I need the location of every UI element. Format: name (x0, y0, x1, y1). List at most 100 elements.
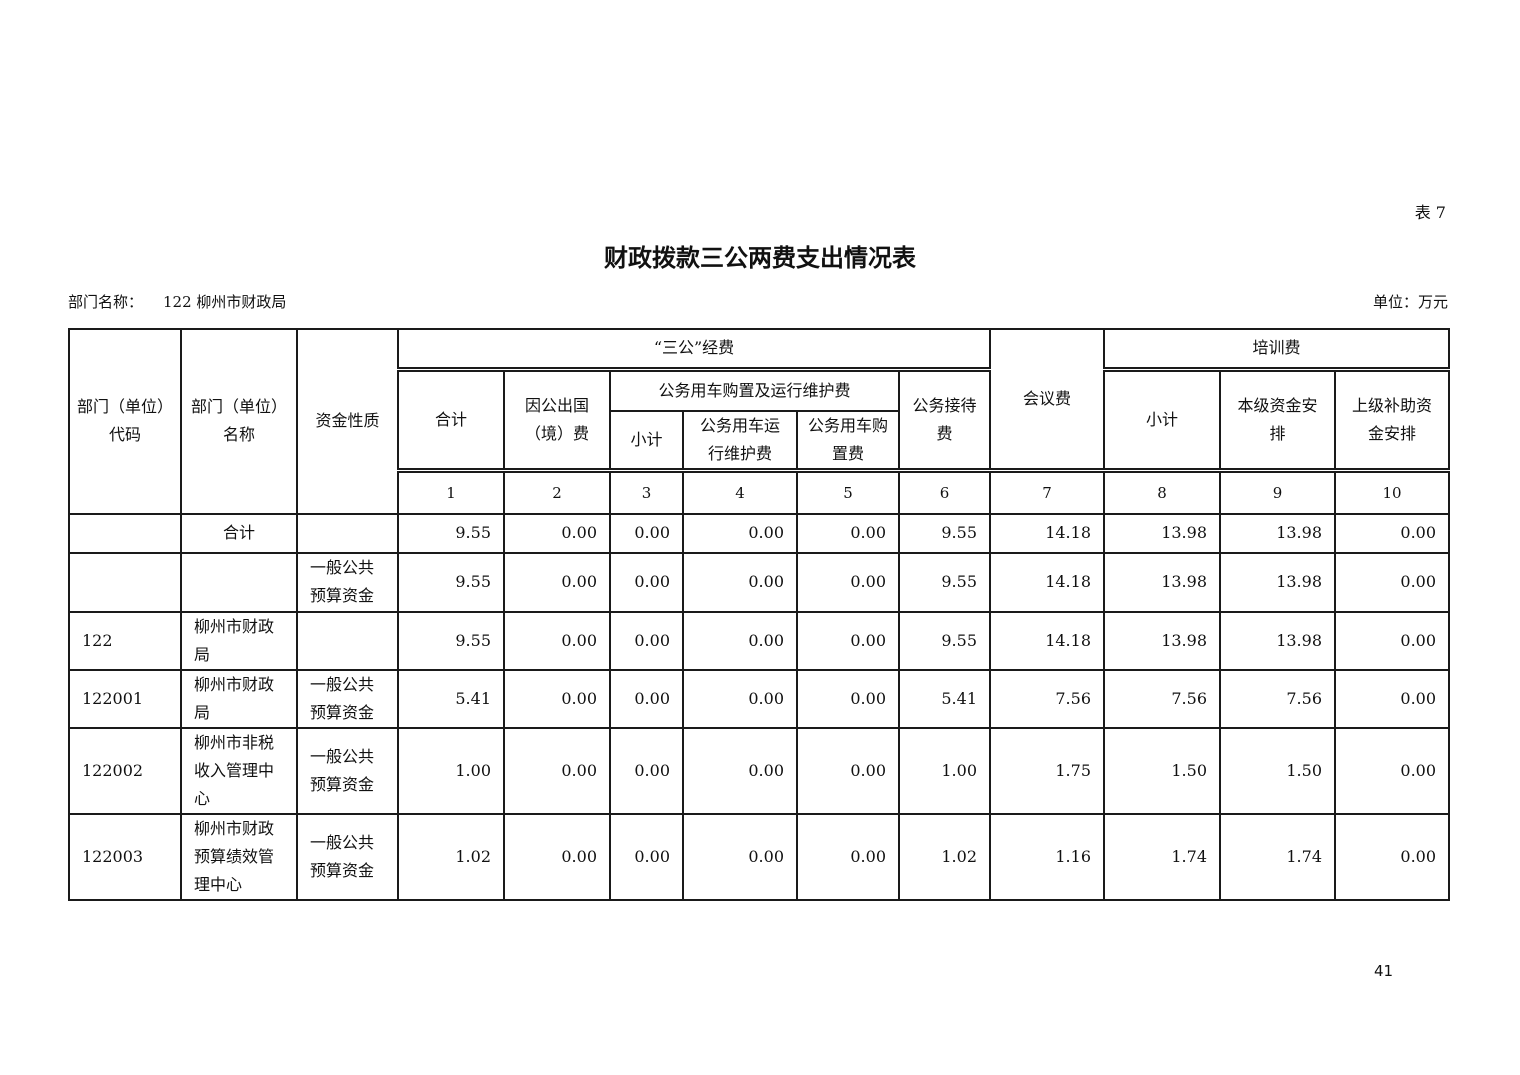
cell-value: 13.98 (1219, 610, 1336, 671)
cell-value: 0.00 (1333, 551, 1451, 613)
cell-fund-nature: 一般公共 预算资金 (296, 812, 399, 901)
cell-value: 0.00 (609, 726, 684, 815)
cell-fund-nature: 一般公共 预算资金 (296, 551, 399, 613)
cell-value: 0.00 (796, 726, 900, 815)
header-dept-name: 部门（单位） 名称 (180, 328, 298, 515)
cell-value: 14.18 (989, 512, 1105, 554)
table-row: 一般公共 预算资金 9.55 0.00 0.00 0.00 0.00 9.55 … (68, 551, 1451, 613)
column-number: 2 (503, 469, 611, 515)
cell-value: 1.50 (1103, 726, 1221, 815)
header-dept-code: 部门（单位） 代码 (68, 328, 182, 515)
cell-value: 13.98 (1103, 610, 1221, 671)
cell-value: 1.02 (397, 812, 505, 901)
cell-value: 0.00 (1333, 512, 1451, 554)
header-reception-fee: 公务接待 费 (898, 368, 991, 473)
header-vehicle-subtotal: 小计 (609, 410, 684, 473)
cell-dept-code (68, 551, 182, 613)
cell-value: 0.00 (609, 610, 684, 671)
table-row: 合计 9.55 0.00 0.00 0.00 0.00 9.55 14.18 1… (68, 512, 1451, 554)
cell-value: 1.50 (1219, 726, 1336, 815)
table-row: 122002 柳州市非税 收入管理中 心 一般公共 预算资金 1.00 0.00… (68, 726, 1451, 815)
cell-value: 0.00 (682, 551, 798, 613)
cell-value: 0.00 (503, 610, 611, 671)
header-row-2: 合计 因公出国 （境）费 公务用车购置及运行维护费 公务接待 费 小计 本级资金… (69, 368, 1451, 473)
cell-value: 0.00 (609, 512, 684, 554)
header-vehicle-purchase: 公务用车购 置费 (796, 410, 900, 473)
cell-value: 0.00 (796, 512, 900, 554)
header-abroad-fee: 因公出国 （境）费 (503, 368, 611, 473)
department-label: 部门名称： (68, 293, 144, 311)
cell-dept-name: 柳州市财政 预算绩效管 理中心 (180, 812, 298, 901)
table-number-label: 表 7 (1414, 203, 1446, 222)
column-number: 1 (397, 469, 505, 515)
page-number: 41 (1374, 962, 1394, 980)
cell-value: 0.00 (682, 512, 798, 554)
cell-value: 0.00 (503, 551, 611, 613)
header-training-subtotal: 小计 (1103, 368, 1221, 473)
header-meeting-fee: 会议费 (989, 328, 1105, 473)
column-number: 5 (796, 469, 900, 515)
header-vehicle-group: 公务用车购置及运行维护费 (609, 368, 900, 412)
column-number: 9 (1219, 469, 1336, 515)
cell-value: 1.02 (898, 812, 991, 901)
cell-value: 0.00 (609, 668, 684, 729)
cell-value: 13.98 (1219, 512, 1336, 554)
cell-dept-code: 122 (68, 610, 182, 671)
cell-value: 0.00 (503, 726, 611, 815)
cell-value: 0.00 (682, 610, 798, 671)
cell-value: 0.00 (609, 551, 684, 613)
cell-dept-code: 122002 (68, 726, 182, 815)
column-number: 8 (1103, 469, 1221, 515)
cell-value: 0.00 (682, 726, 798, 815)
cell-dept-name: 柳州市非税 收入管理中 心 (180, 726, 298, 815)
table-row: 122 柳州市财政 局 9.55 0.00 0.00 0.00 0.00 9.5… (68, 610, 1451, 671)
column-number: 10 (1333, 469, 1451, 515)
cell-dept-code (68, 512, 182, 554)
header-training-local: 本级资金安 排 (1219, 368, 1336, 473)
cell-value: 13.98 (1103, 512, 1221, 554)
cell-value: 13.98 (1219, 551, 1336, 613)
cell-value: 0.00 (1333, 812, 1451, 901)
cell-value: 1.74 (1219, 812, 1336, 901)
cell-fund-nature (296, 610, 399, 671)
cell-fund-nature: 一般公共 预算资金 (296, 726, 399, 815)
cell-value: 0.00 (682, 668, 798, 729)
cell-value: 14.18 (989, 551, 1105, 613)
cell-value: 0.00 (796, 610, 900, 671)
cell-value: 0.00 (503, 812, 611, 901)
cell-value: 9.55 (397, 610, 505, 671)
table-row: 122003 柳州市财政 预算绩效管 理中心 一般公共 预算资金 1.02 0.… (68, 812, 1451, 901)
cell-value: 0.00 (609, 812, 684, 901)
cell-dept-code: 122003 (68, 812, 182, 901)
cell-value: 0.00 (682, 812, 798, 901)
cell-value: 9.55 (898, 610, 991, 671)
header-vehicle-operation: 公务用车运 行维护费 (682, 410, 798, 473)
cell-value: 14.18 (989, 610, 1105, 671)
cell-value: 5.41 (397, 668, 505, 729)
cell-value: 0.00 (1333, 668, 1451, 729)
cell-value: 1.16 (989, 812, 1105, 901)
cell-value: 9.55 (397, 551, 505, 613)
cell-value: 0.00 (796, 668, 900, 729)
cell-value: 1.74 (1103, 812, 1221, 901)
column-number: 3 (609, 469, 684, 515)
column-number: 4 (682, 469, 798, 515)
budget-table: 部门（单位） 代码 部门（单位） 名称 资金性质 “三公”经费 会议费 培训费 … (68, 328, 1451, 901)
column-number-row: 1 2 3 4 5 6 7 8 9 10 (69, 469, 1451, 515)
header-training-superior: 上级补助资 金安排 (1333, 368, 1451, 473)
cell-value: 0.00 (503, 512, 611, 554)
cell-value: 0.00 (796, 551, 900, 613)
department-name-line: 部门名称： 122 柳州市财政局 (68, 291, 286, 312)
cell-fund-nature (296, 512, 399, 554)
cell-value: 13.98 (1103, 551, 1221, 613)
cell-value: 5.41 (898, 668, 991, 729)
unit-note: 单位：万元 (1372, 293, 1448, 311)
header-training-group: 培训费 (1102, 328, 1451, 372)
department-value: 122 柳州市财政局 (163, 293, 287, 311)
cell-value: 0.00 (503, 668, 611, 729)
cell-value: 7.56 (1103, 668, 1221, 729)
cell-value: 7.56 (1219, 668, 1336, 729)
cell-value: 9.55 (397, 512, 505, 554)
header-three-public-group: “三公”经费 (397, 328, 991, 372)
cell-value: 0.00 (796, 812, 900, 901)
